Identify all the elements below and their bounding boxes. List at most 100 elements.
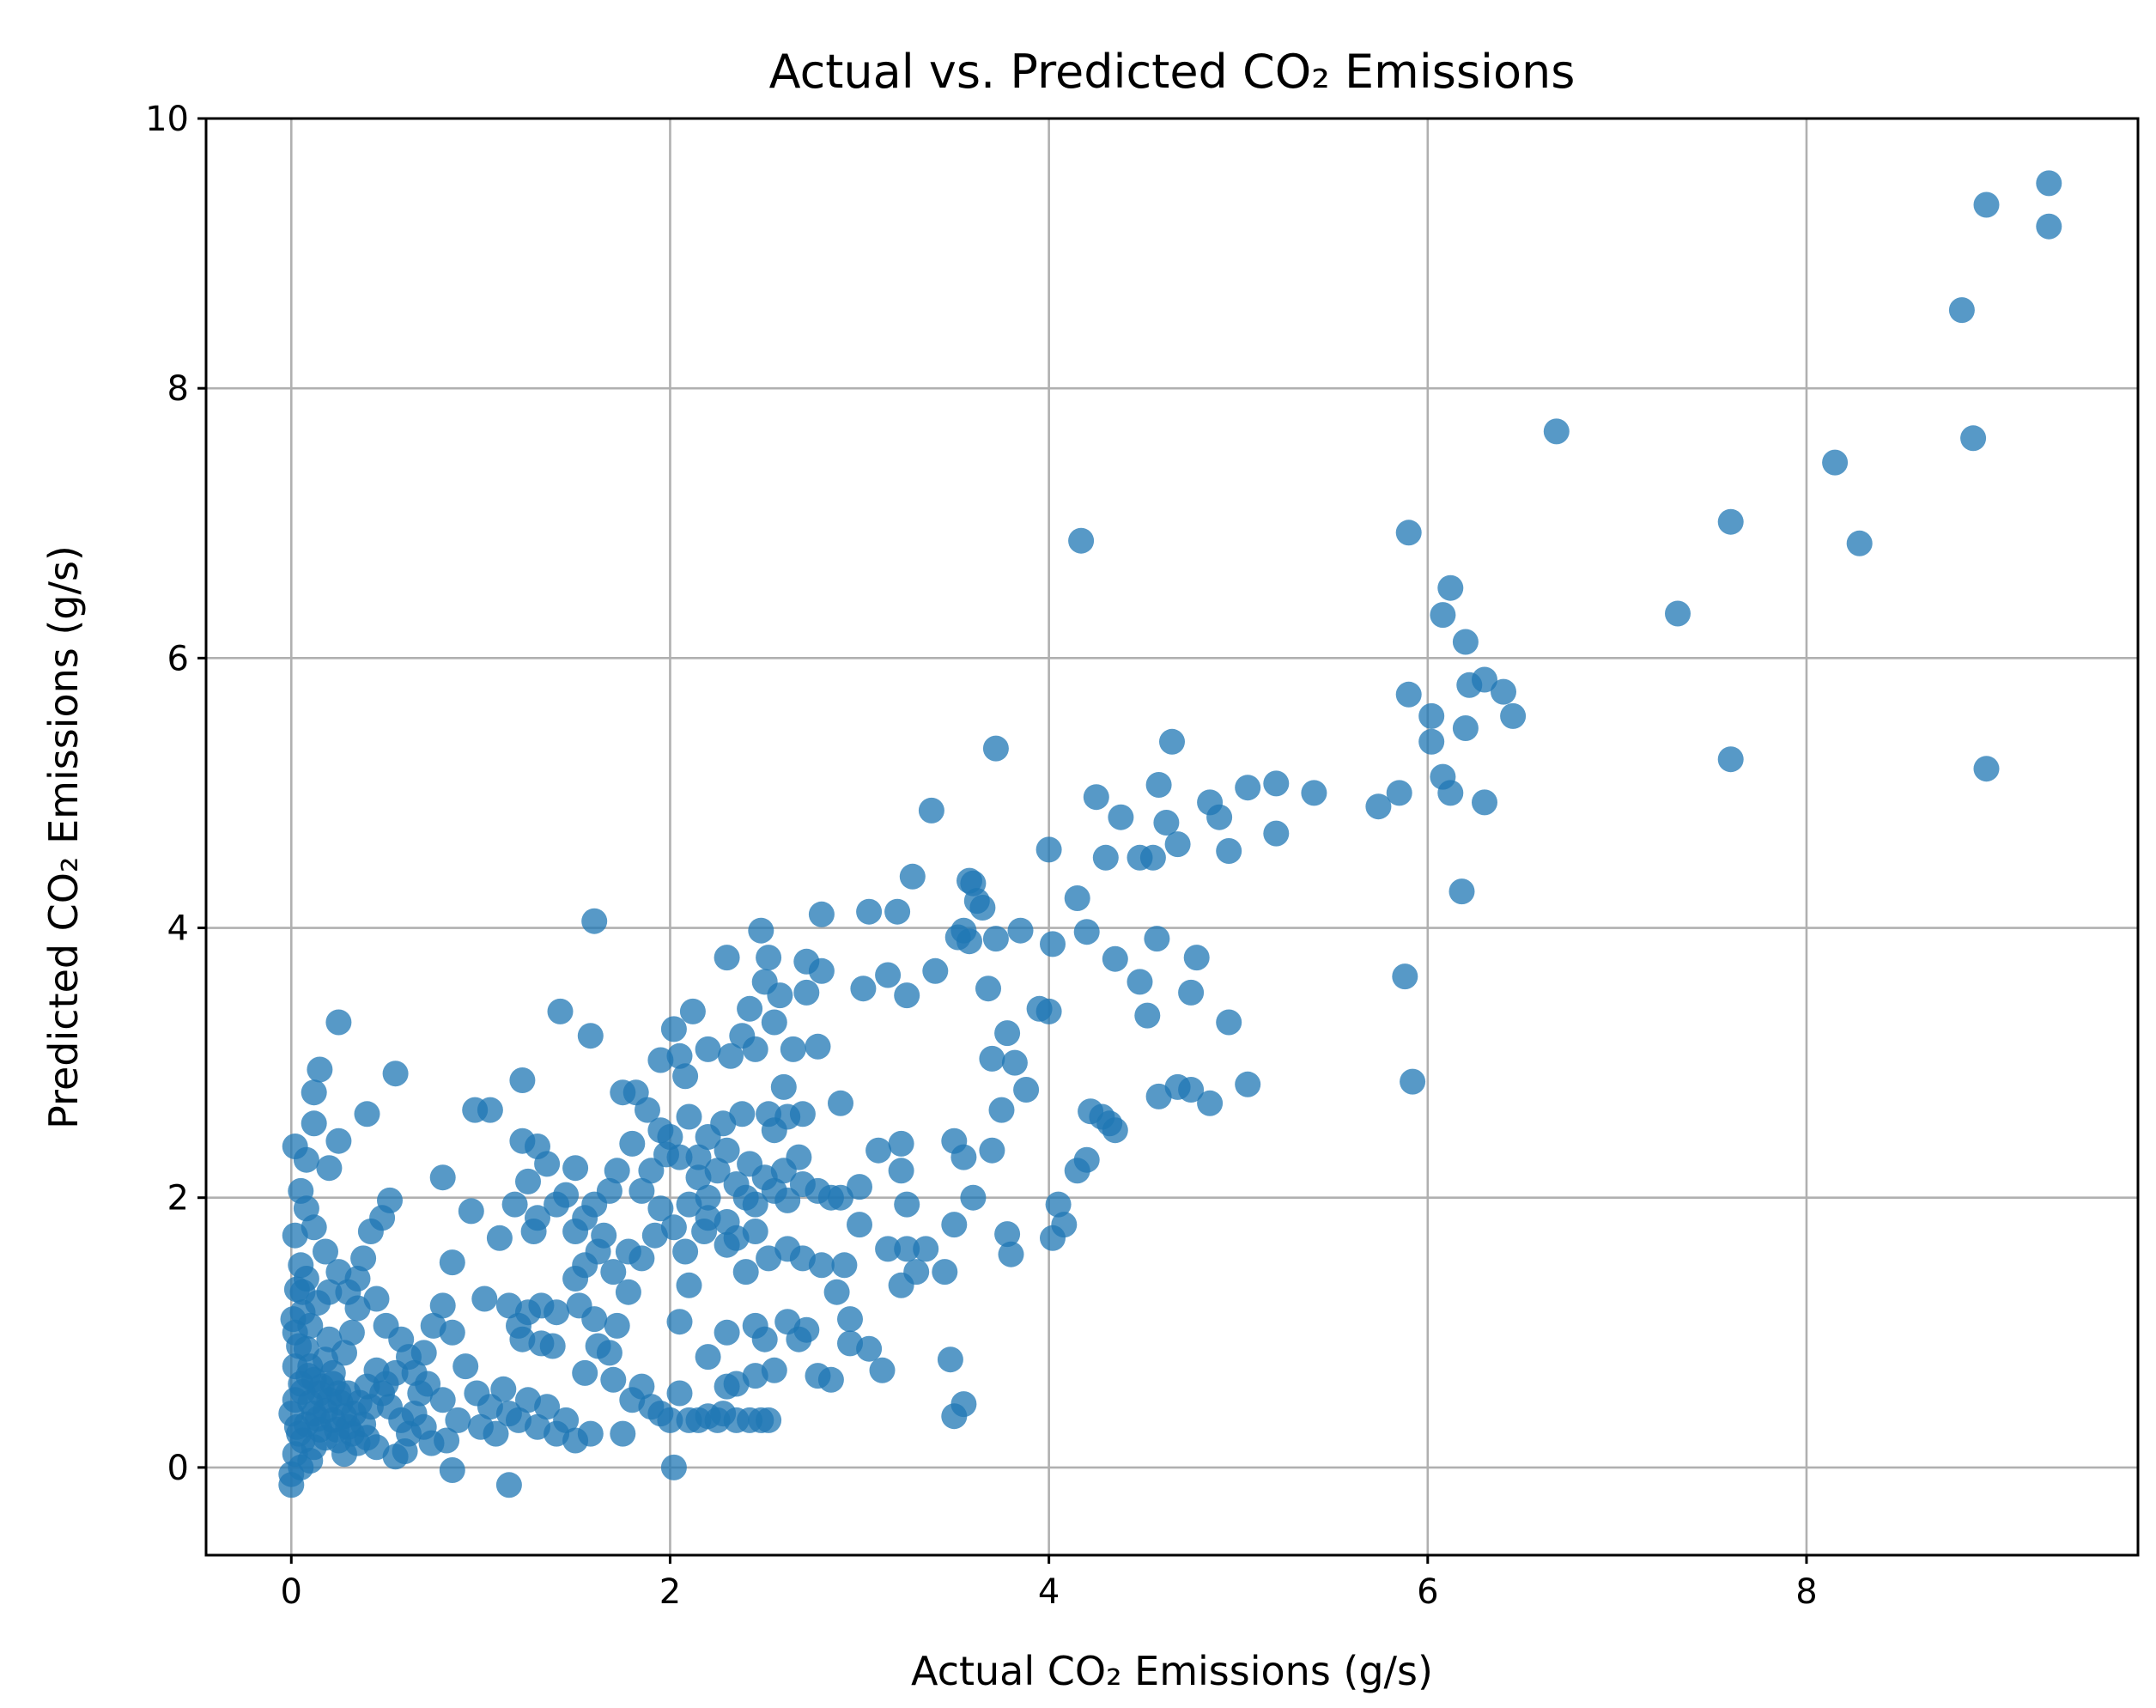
scatter-point [1418,728,1445,755]
scatter-point [979,1045,1005,1072]
scatter-point [572,1359,598,1386]
scatter-point [1395,681,1422,708]
scatter-point [293,1146,319,1173]
scatter-point [837,1306,863,1333]
scatter-point [301,1079,327,1106]
scatter-point [1216,838,1242,864]
scatter-point [695,1036,721,1062]
scatter-point [619,1130,646,1157]
scatter-point [913,1236,939,1262]
y-tick-label: 6 [167,639,189,678]
scatter-point [875,1236,902,1262]
scatter-point [1392,963,1418,990]
scatter-point [324,1416,350,1443]
scatter-point [577,1023,604,1049]
scatter-point [1127,969,1153,995]
scatter-point [1301,780,1327,806]
scatter-point [289,1279,316,1305]
scatter-point [280,1306,307,1333]
scatter-point [718,1042,744,1069]
scatter-point [338,1319,365,1346]
x-tick-label: 4 [1038,1572,1060,1612]
scatter-point [786,1144,812,1170]
scatter-point [932,1259,958,1286]
scatter-point [501,1191,528,1218]
data-points [278,170,2062,1498]
scatter-point [604,1312,630,1339]
scatter-point [1040,1225,1066,1251]
y-tick-label: 2 [167,1179,189,1219]
scatter-point [1960,425,1987,452]
scatter-point [817,1184,844,1211]
scatter-point [439,1457,465,1483]
scatter-point [581,908,608,934]
scatter-point [1418,702,1445,729]
scatter-point [742,1191,768,1218]
scatter-point [282,1222,308,1249]
scatter-point [1437,574,1464,601]
x-tick-label: 8 [1795,1572,1817,1612]
scatter-point [629,1245,655,1272]
scatter-point [464,1380,490,1407]
scatter-point [1973,191,2000,218]
scatter-point [1159,728,1185,755]
scatter-point [286,1333,313,1359]
scatter-point [2036,170,2062,197]
scatter-point [1437,780,1464,806]
scatter-point [418,1430,445,1456]
scatter-point [729,1101,756,1128]
scatter-point [899,863,926,890]
scatter-point [714,1319,740,1346]
scatter-point [660,1016,687,1042]
scatter-point [1846,530,1873,556]
scatter-point [1395,520,1422,546]
scatter-point [547,998,574,1024]
scatter-point [748,917,774,944]
scatter-point [856,898,883,925]
scatter-point [1491,678,1516,705]
scatter-point [1472,666,1497,693]
scatter-point [1472,789,1497,816]
scatter-point [666,1380,693,1407]
plot-area-frame [204,117,2140,1557]
scatter-point [591,1222,617,1249]
scatter-point [714,1137,740,1164]
scatter-point [1386,780,1412,806]
scatter-point [553,1407,580,1433]
scatter-point [714,1373,740,1400]
scatter-point [316,1155,343,1182]
scatter-point [486,1225,513,1251]
scatter-point [756,1407,782,1433]
scatter-point [1263,820,1290,847]
scatter-point [647,1117,674,1144]
scatter-point [793,1316,820,1343]
scatter-point [808,1252,835,1279]
scatter-point [950,1391,977,1418]
scatter-point [307,1056,333,1083]
scatter-point [761,1117,787,1144]
scatter-point [288,1177,314,1204]
scatter-point [295,1363,322,1389]
scatter-point [1013,1077,1040,1103]
x-axis-label: Actual CO₂ Emissions (g/s) [911,1648,1433,1694]
scatter-point [714,1231,740,1258]
scatter-point [316,1326,343,1352]
scatter-point [780,1036,806,1062]
scatter-point [969,895,996,921]
scatter-point [610,1420,636,1447]
scatter-point [429,1164,456,1191]
scatter-point [676,1272,702,1298]
scatter-point [884,898,911,925]
scatter-point [382,1444,409,1470]
scatter-point [1001,1049,1028,1076]
scatter-point [335,1279,361,1305]
scatter-point [1216,1009,1242,1036]
scatter-point [941,1212,968,1238]
scatter-point [286,1420,313,1447]
scatter-point [1102,945,1128,972]
scatter-point [407,1380,434,1407]
scatter-point [471,1286,498,1312]
scatter-point [994,1221,1021,1248]
scatter-point [894,1191,920,1218]
